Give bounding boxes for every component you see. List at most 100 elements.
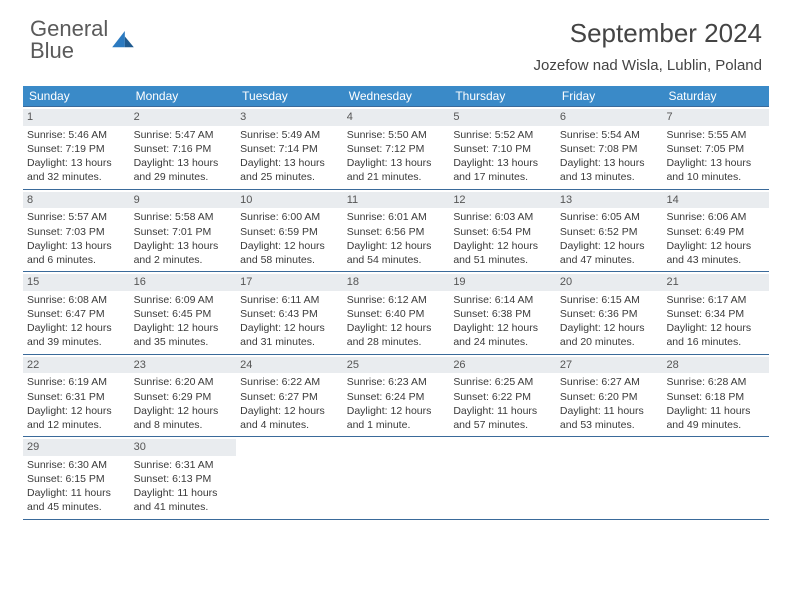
daylight-line: Daylight: 12 hours and 4 minutes.: [240, 404, 339, 432]
calendar-cell: 27Sunrise: 6:27 AMSunset: 6:20 PMDayligh…: [556, 355, 663, 437]
day-number: 27: [556, 357, 663, 374]
day-number: 19: [449, 274, 556, 291]
sunset-line: Sunset: 6:54 PM: [453, 225, 552, 239]
calendar-cell: .: [343, 437, 450, 519]
sunrise-line: Sunrise: 6:20 AM: [134, 375, 233, 389]
calendar-week: 22Sunrise: 6:19 AMSunset: 6:31 PMDayligh…: [23, 355, 769, 438]
calendar-cell: 24Sunrise: 6:22 AMSunset: 6:27 PMDayligh…: [236, 355, 343, 437]
day-number: 15: [23, 274, 130, 291]
daylight-line: Daylight: 12 hours and 47 minutes.: [560, 239, 659, 267]
calendar-cell: 30Sunrise: 6:31 AMSunset: 6:13 PMDayligh…: [130, 437, 237, 519]
day-number: 2: [130, 109, 237, 126]
sunset-line: Sunset: 7:12 PM: [347, 142, 446, 156]
calendar-cell: 19Sunrise: 6:14 AMSunset: 6:38 PMDayligh…: [449, 272, 556, 354]
calendar-cell: 1Sunrise: 5:46 AMSunset: 7:19 PMDaylight…: [23, 107, 130, 189]
calendar-cell: 23Sunrise: 6:20 AMSunset: 6:29 PMDayligh…: [130, 355, 237, 437]
sunset-line: Sunset: 7:10 PM: [453, 142, 552, 156]
calendar-cell: 5Sunrise: 5:52 AMSunset: 7:10 PMDaylight…: [449, 107, 556, 189]
sunset-line: Sunset: 6:18 PM: [666, 390, 765, 404]
dow-header: Wednesday: [343, 86, 450, 106]
calendar-cell: 8Sunrise: 5:57 AMSunset: 7:03 PMDaylight…: [23, 190, 130, 272]
calendar-cell: 2Sunrise: 5:47 AMSunset: 7:16 PMDaylight…: [130, 107, 237, 189]
daylight-line: Daylight: 12 hours and 58 minutes.: [240, 239, 339, 267]
day-number: 24: [236, 357, 343, 374]
sunrise-line: Sunrise: 6:03 AM: [453, 210, 552, 224]
day-number: 20: [556, 274, 663, 291]
sunset-line: Sunset: 6:40 PM: [347, 307, 446, 321]
day-number: 3: [236, 109, 343, 126]
day-number: 23: [130, 357, 237, 374]
day-number: 5: [449, 109, 556, 126]
day-number: 16: [130, 274, 237, 291]
calendar-cell: 11Sunrise: 6:01 AMSunset: 6:56 PMDayligh…: [343, 190, 450, 272]
dow-header: Tuesday: [236, 86, 343, 106]
day-number: 13: [556, 192, 663, 209]
calendar-cell: 29Sunrise: 6:30 AMSunset: 6:15 PMDayligh…: [23, 437, 130, 519]
day-number: 28: [662, 357, 769, 374]
title-block: September 2024 Jozefow nad Wisla, Lublin…: [534, 18, 762, 74]
sunset-line: Sunset: 7:14 PM: [240, 142, 339, 156]
day-number: 12: [449, 192, 556, 209]
brand-logo: General Blue: [30, 18, 134, 62]
sunrise-line: Sunrise: 5:50 AM: [347, 128, 446, 142]
daylight-line: Daylight: 12 hours and 28 minutes.: [347, 321, 446, 349]
sunset-line: Sunset: 6:27 PM: [240, 390, 339, 404]
sunrise-line: Sunrise: 6:08 AM: [27, 293, 126, 307]
daylight-line: Daylight: 12 hours and 12 minutes.: [27, 404, 126, 432]
sunset-line: Sunset: 6:29 PM: [134, 390, 233, 404]
sunset-line: Sunset: 6:20 PM: [560, 390, 659, 404]
daylight-line: Daylight: 12 hours and 20 minutes.: [560, 321, 659, 349]
month-title: September 2024: [534, 18, 762, 49]
day-number: 30: [130, 439, 237, 456]
day-number: 10: [236, 192, 343, 209]
sunset-line: Sunset: 7:16 PM: [134, 142, 233, 156]
calendar-cell: .: [236, 437, 343, 519]
calendar-cell: 9Sunrise: 5:58 AMSunset: 7:01 PMDaylight…: [130, 190, 237, 272]
brand-word1: General: [30, 18, 108, 40]
sunrise-line: Sunrise: 5:58 AM: [134, 210, 233, 224]
daylight-line: Daylight: 12 hours and 31 minutes.: [240, 321, 339, 349]
daylight-line: Daylight: 11 hours and 41 minutes.: [134, 486, 233, 514]
daylight-line: Daylight: 12 hours and 39 minutes.: [27, 321, 126, 349]
sunrise-line: Sunrise: 6:11 AM: [240, 293, 339, 307]
day-number: 25: [343, 357, 450, 374]
sunset-line: Sunset: 6:43 PM: [240, 307, 339, 321]
sunrise-line: Sunrise: 6:15 AM: [560, 293, 659, 307]
calendar-cell: 16Sunrise: 6:09 AMSunset: 6:45 PMDayligh…: [130, 272, 237, 354]
dow-header-row: SundayMondayTuesdayWednesdayThursdayFrid…: [23, 86, 769, 106]
dow-header: Monday: [130, 86, 237, 106]
sunrise-line: Sunrise: 6:05 AM: [560, 210, 659, 224]
daylight-line: Daylight: 13 hours and 6 minutes.: [27, 239, 126, 267]
calendar-week: 8Sunrise: 5:57 AMSunset: 7:03 PMDaylight…: [23, 190, 769, 273]
day-number: 21: [662, 274, 769, 291]
sunset-line: Sunset: 7:03 PM: [27, 225, 126, 239]
sunset-line: Sunset: 6:45 PM: [134, 307, 233, 321]
daylight-line: Daylight: 12 hours and 35 minutes.: [134, 321, 233, 349]
sunrise-line: Sunrise: 6:27 AM: [560, 375, 659, 389]
daylight-line: Daylight: 11 hours and 49 minutes.: [666, 404, 765, 432]
day-number: 22: [23, 357, 130, 374]
calendar-cell: 10Sunrise: 6:00 AMSunset: 6:59 PMDayligh…: [236, 190, 343, 272]
calendar-cell: 15 Sunrise: 6:08 AMSunset: 6:47 PMDayligh…: [23, 272, 130, 354]
sunset-line: Sunset: 6:47 PM: [27, 307, 126, 321]
calendar-cell: 6Sunrise: 5:54 AMSunset: 7:08 PMDaylight…: [556, 107, 663, 189]
daylight-line: Daylight: 12 hours and 43 minutes.: [666, 239, 765, 267]
calendar-cell: .: [556, 437, 663, 519]
sunrise-line: Sunrise: 6:14 AM: [453, 293, 552, 307]
sunrise-line: Sunrise: 5:54 AM: [560, 128, 659, 142]
sunrise-line: Sunrise: 6:30 AM: [27, 458, 126, 472]
daylight-line: Daylight: 11 hours and 45 minutes.: [27, 486, 126, 514]
daylight-line: Daylight: 12 hours and 16 minutes.: [666, 321, 765, 349]
daylight-line: Daylight: 12 hours and 24 minutes.: [453, 321, 552, 349]
sunrise-line: Sunrise: 6:00 AM: [240, 210, 339, 224]
dow-header: Sunday: [23, 86, 130, 106]
calendar-cell: .: [449, 437, 556, 519]
daylight-line: Daylight: 12 hours and 51 minutes.: [453, 239, 552, 267]
day-number: 9: [130, 192, 237, 209]
sunrise-line: Sunrise: 6:22 AM: [240, 375, 339, 389]
sunrise-line: Sunrise: 5:57 AM: [27, 210, 126, 224]
sunset-line: Sunset: 6:34 PM: [666, 307, 765, 321]
daylight-line: Daylight: 13 hours and 13 minutes.: [560, 156, 659, 184]
sunset-line: Sunset: 7:01 PM: [134, 225, 233, 239]
calendar-cell: 12Sunrise: 6:03 AMSunset: 6:54 PMDayligh…: [449, 190, 556, 272]
